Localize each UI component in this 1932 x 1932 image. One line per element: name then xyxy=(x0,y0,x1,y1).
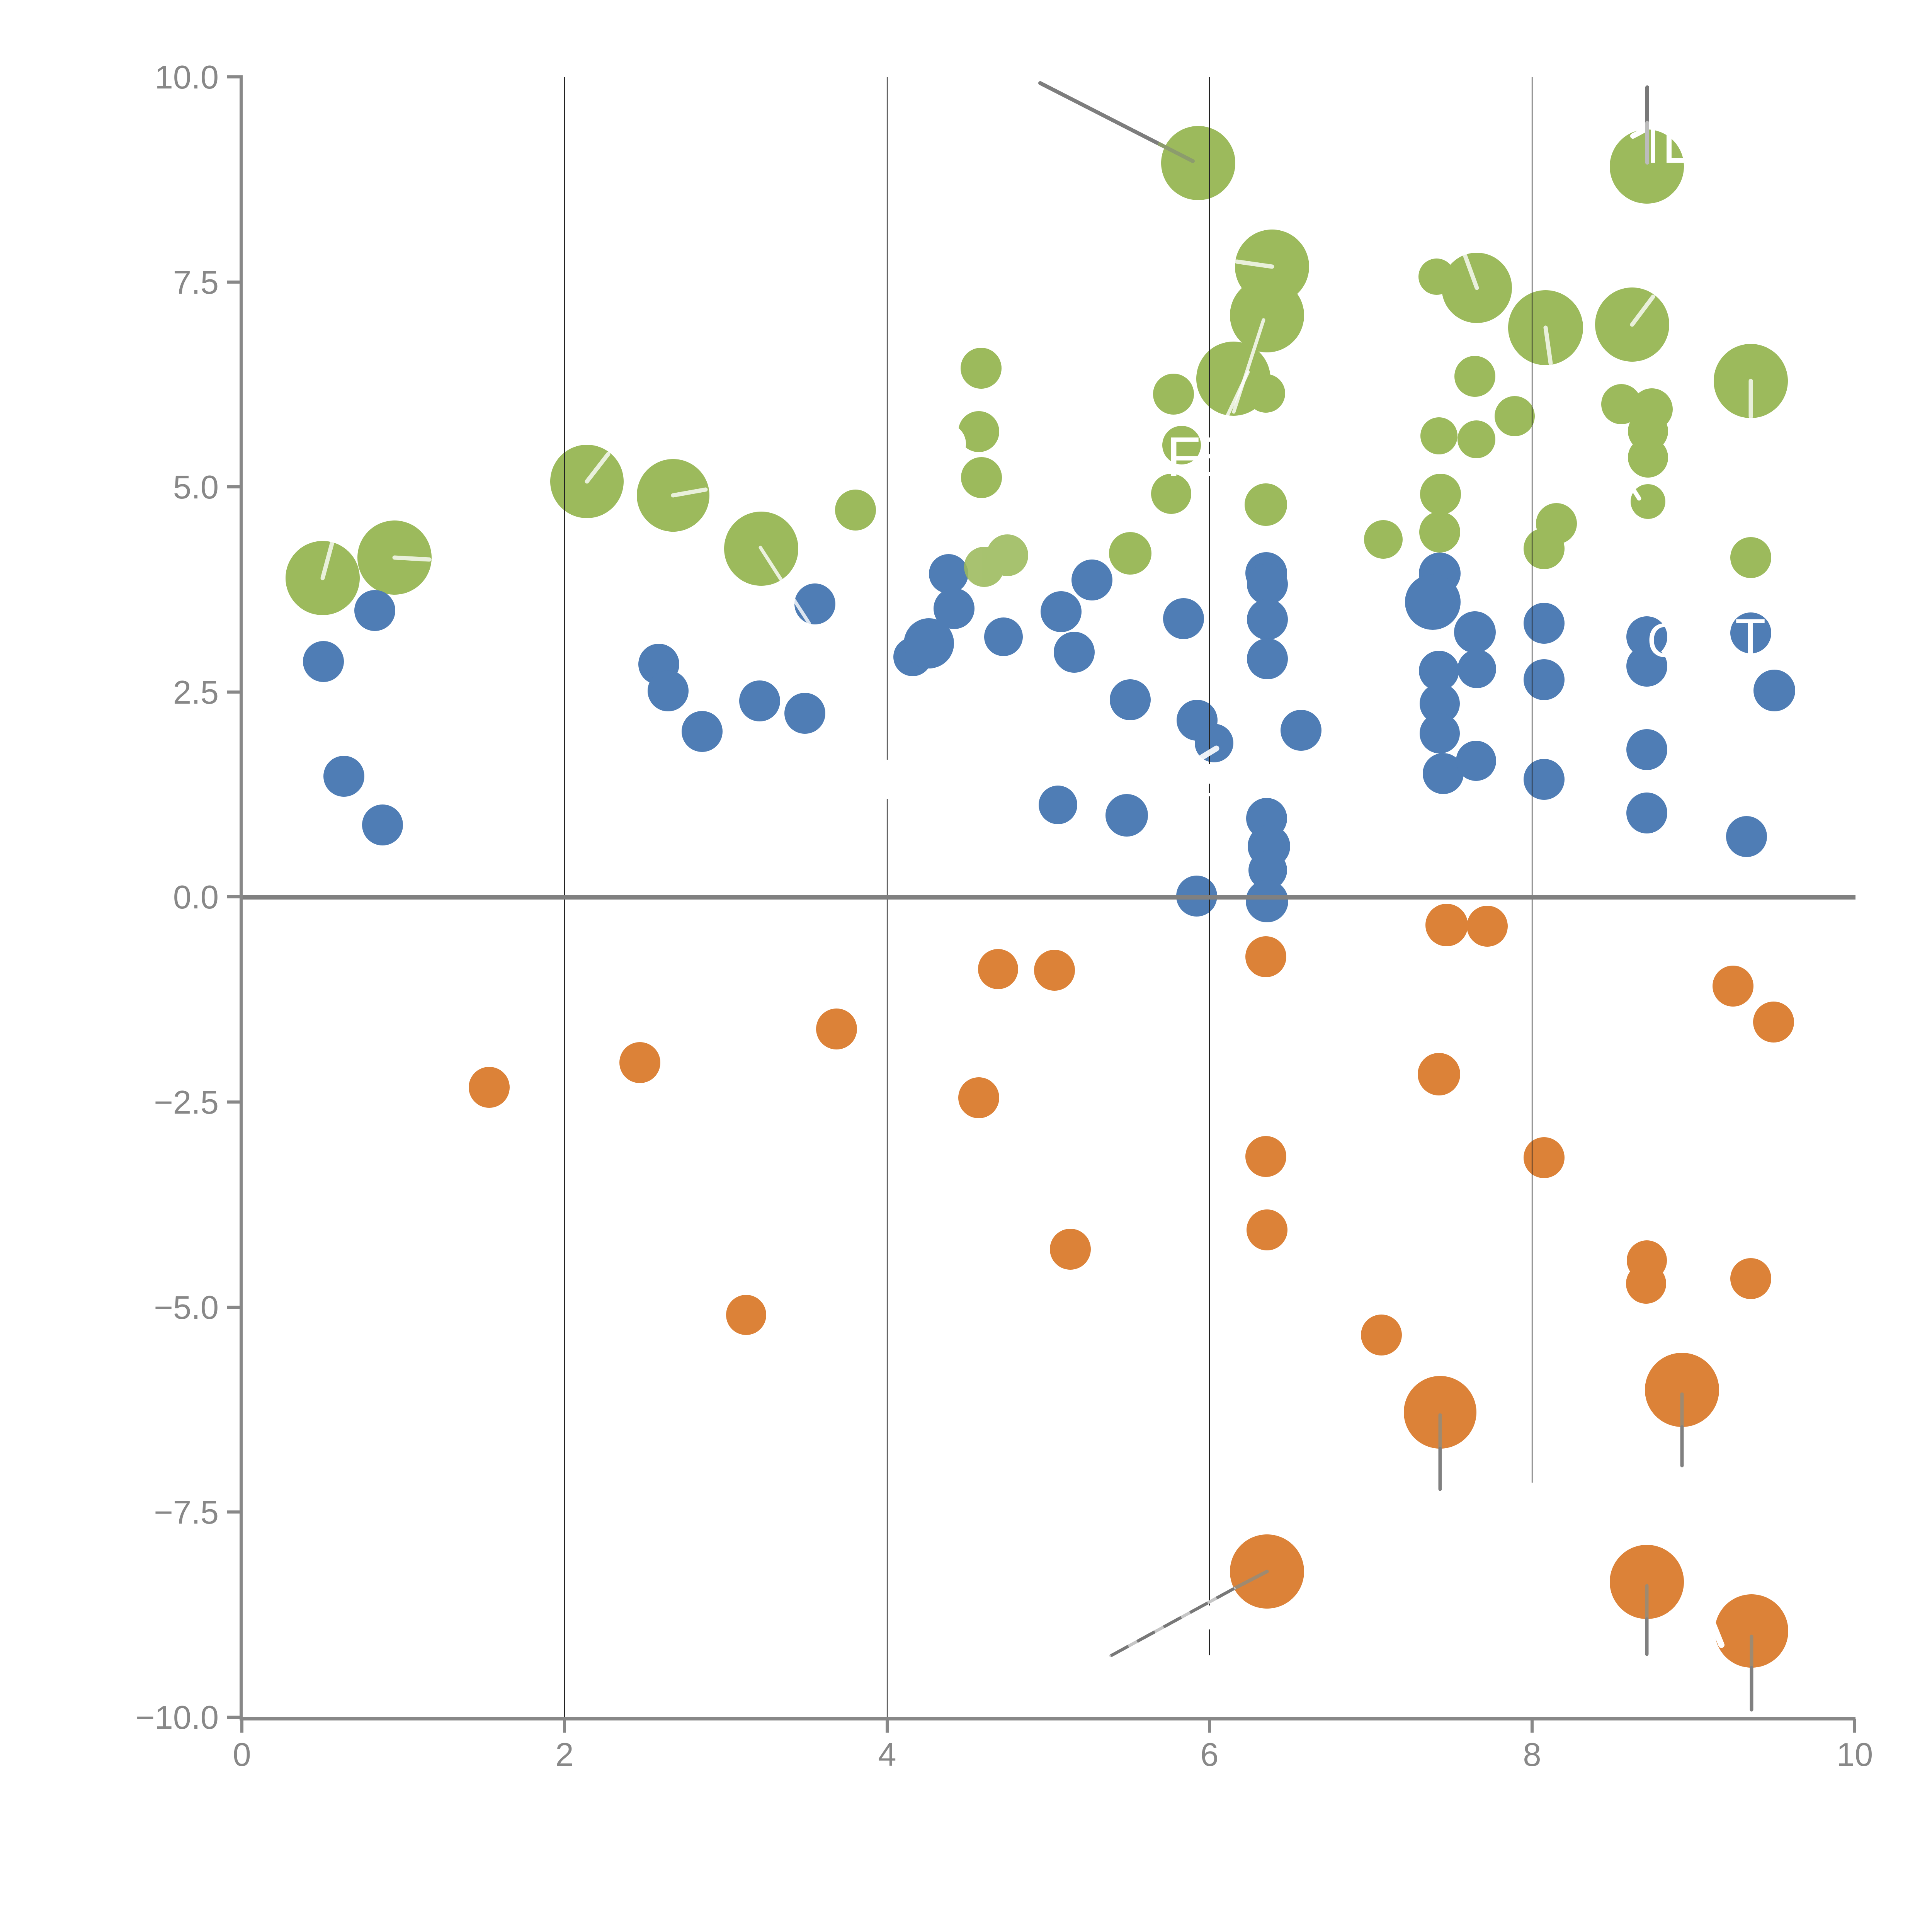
svg-text:−2.5: −2.5 xyxy=(154,1084,219,1121)
svg-text:F: F xyxy=(1167,425,1201,488)
svg-text:0: 0 xyxy=(233,1736,251,1773)
svg-text:−10.0: −10.0 xyxy=(136,1699,219,1736)
svg-text:5.0: 5.0 xyxy=(173,469,219,506)
svg-text:T: T xyxy=(1735,608,1765,665)
svg-text:10.0: 10.0 xyxy=(155,59,219,96)
svg-text:6: 6 xyxy=(1200,1736,1218,1773)
svg-text:7.5: 7.5 xyxy=(173,264,219,301)
svg-text:8: 8 xyxy=(1523,1736,1541,1773)
svg-text:C: C xyxy=(1647,614,1682,667)
svg-text:10: 10 xyxy=(1837,1736,1873,1773)
svg-text:2.5: 2.5 xyxy=(173,674,219,711)
svg-text:−7.5: −7.5 xyxy=(154,1494,219,1531)
svg-text:−5.0: −5.0 xyxy=(154,1289,219,1326)
svg-text:2: 2 xyxy=(555,1736,573,1773)
svg-text:4: 4 xyxy=(878,1736,896,1773)
svg-text:E: E xyxy=(1198,425,1235,488)
svg-text:0.0: 0.0 xyxy=(173,879,219,916)
